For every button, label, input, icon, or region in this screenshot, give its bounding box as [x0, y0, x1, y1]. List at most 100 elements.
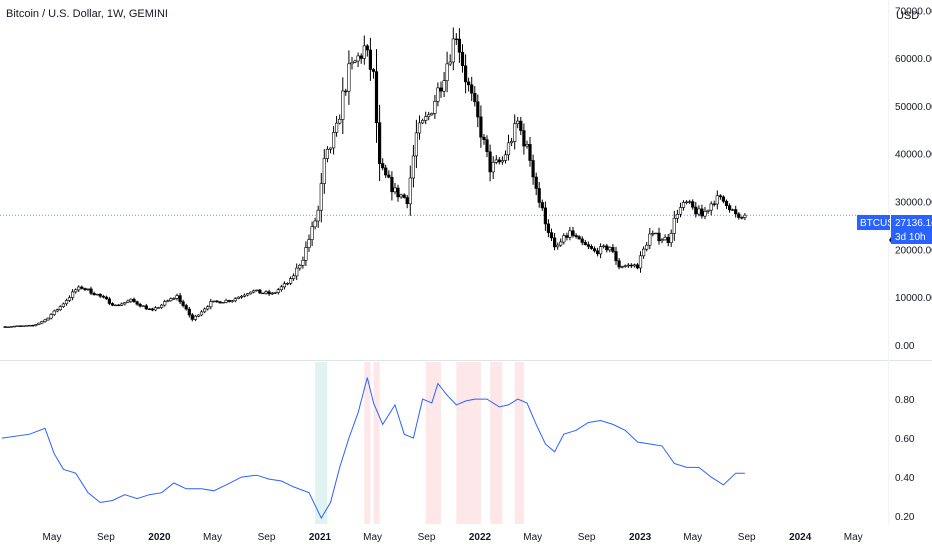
candle[interactable]	[583, 239, 587, 246]
candle[interactable]	[83, 287, 87, 292]
candle[interactable]	[9, 326, 13, 328]
candle[interactable]	[571, 227, 575, 238]
candle[interactable]	[445, 51, 449, 93]
candle[interactable]	[224, 298, 228, 304]
candle[interactable]	[433, 94, 437, 119]
candle[interactable]	[169, 297, 173, 302]
candle[interactable]	[313, 217, 317, 230]
candle[interactable]	[46, 317, 50, 321]
candle[interactable]	[279, 284, 284, 292]
candle[interactable]	[172, 297, 176, 300]
candle[interactable]	[325, 146, 330, 163]
time-axis[interactable]: May Sep 2020 May Sep 2021 May Sep 2022 May Sep 2023…	[43, 532, 863, 543]
candle[interactable]	[605, 243, 609, 253]
candle[interactable]	[405, 195, 409, 209]
candle[interactable]	[371, 68, 376, 79]
candle[interactable]	[678, 202, 683, 218]
candle[interactable]	[150, 307, 155, 312]
candle[interactable]	[98, 293, 102, 298]
candle[interactable]	[727, 203, 732, 213]
candle[interactable]	[181, 299, 185, 308]
candle[interactable]	[424, 111, 428, 125]
candle[interactable]	[110, 302, 115, 307]
candle[interactable]	[648, 228, 652, 250]
candle[interactable]	[117, 304, 121, 307]
candle[interactable]	[420, 118, 425, 125]
candle[interactable]	[350, 56, 354, 70]
candle[interactable]	[356, 52, 360, 68]
candle[interactable]	[740, 216, 744, 220]
candle[interactable]	[71, 289, 75, 301]
candle[interactable]	[703, 206, 707, 220]
candle[interactable]	[31, 324, 35, 327]
candle[interactable]	[132, 297, 136, 303]
candle[interactable]	[135, 300, 139, 306]
candle[interactable]	[417, 115, 422, 140]
candle[interactable]	[129, 298, 133, 303]
candle[interactable]	[629, 263, 633, 269]
candle[interactable]	[6, 326, 10, 328]
candle[interactable]	[592, 246, 597, 253]
candle[interactable]	[712, 200, 716, 207]
candle[interactable]	[675, 209, 679, 223]
candle[interactable]	[144, 303, 148, 311]
candle[interactable]	[64, 298, 69, 306]
candle[interactable]	[365, 44, 369, 57]
candle[interactable]	[24, 325, 29, 327]
candle[interactable]	[310, 221, 314, 247]
candle[interactable]	[209, 298, 213, 310]
candle[interactable]	[470, 76, 474, 101]
candle[interactable]	[568, 226, 572, 241]
indicator-pane[interactable]	[1, 377, 745, 520]
candle[interactable]	[12, 325, 16, 328]
candle[interactable]	[218, 301, 222, 304]
candle[interactable]	[236, 296, 241, 300]
candle[interactable]	[589, 244, 593, 250]
candle[interactable]	[730, 208, 735, 211]
candle[interactable]	[18, 325, 23, 327]
candle[interactable]	[255, 289, 259, 292]
candle[interactable]	[448, 54, 452, 67]
candle[interactable]	[439, 81, 443, 98]
candle[interactable]	[166, 299, 170, 303]
candle[interactable]	[95, 293, 99, 296]
candle[interactable]	[52, 309, 56, 317]
candle[interactable]	[175, 293, 179, 301]
candle[interactable]	[540, 199, 544, 211]
candle[interactable]	[482, 134, 486, 145]
candle[interactable]	[338, 114, 342, 125]
candle[interactable]	[430, 112, 434, 116]
candle[interactable]	[390, 171, 394, 201]
candle[interactable]	[239, 295, 244, 299]
candle[interactable]	[466, 77, 471, 92]
candle[interactable]	[522, 123, 526, 155]
candle[interactable]	[635, 263, 640, 270]
candle[interactable]	[626, 263, 630, 268]
candle[interactable]	[61, 302, 65, 308]
candle[interactable]	[34, 323, 38, 327]
candle[interactable]	[491, 156, 495, 179]
candle[interactable]	[282, 281, 287, 290]
candle[interactable]	[479, 105, 483, 148]
candle[interactable]	[107, 297, 111, 306]
candle[interactable]	[715, 190, 719, 210]
candle[interactable]	[233, 297, 237, 303]
candle[interactable]	[246, 293, 250, 297]
candle[interactable]	[497, 157, 501, 165]
candle[interactable]	[261, 292, 265, 295]
candle[interactable]	[221, 301, 225, 304]
symbol-title[interactable]: Bitcoin / U.S. Dollar, 1W, GEMINI	[6, 8, 168, 20]
candle[interactable]	[206, 305, 210, 311]
candle[interactable]	[331, 126, 336, 155]
candle[interactable]	[27, 324, 32, 327]
candle[interactable]	[368, 37, 373, 81]
candle[interactable]	[663, 234, 667, 241]
candle[interactable]	[718, 194, 722, 200]
candle[interactable]	[632, 263, 636, 268]
candle[interactable]	[399, 193, 403, 199]
candle[interactable]	[101, 294, 105, 299]
candle[interactable]	[264, 290, 268, 295]
candle[interactable]	[565, 232, 569, 241]
candle[interactable]	[691, 199, 695, 210]
last-price-badge[interactable]: BTCUSD 27136.16 3d 10h	[857, 215, 932, 244]
